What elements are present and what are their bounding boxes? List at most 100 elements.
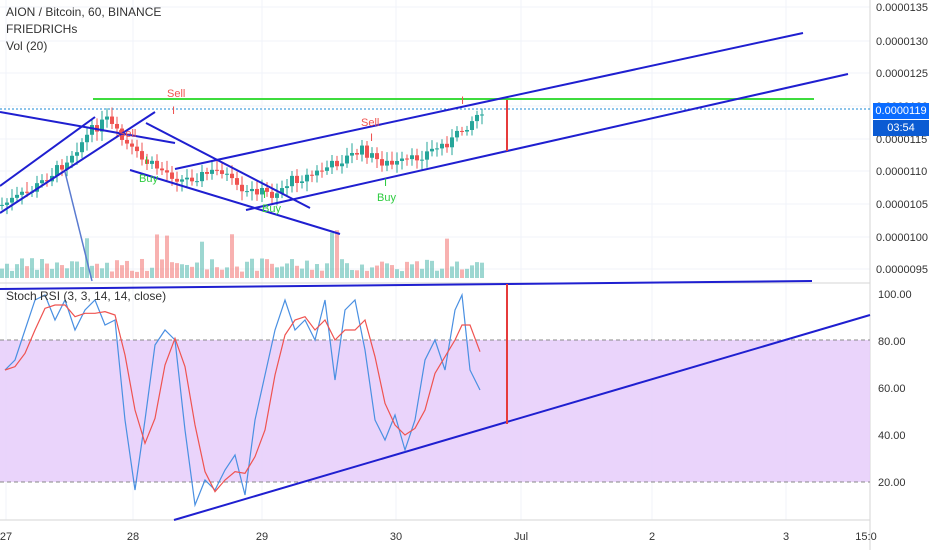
- trend-line-pane-top[interactable]: [0, 280, 813, 290]
- trend-line-descending-upper[interactable]: [0, 111, 176, 144]
- volume-bar: [175, 263, 179, 278]
- candle-body: [235, 178, 239, 185]
- indicator-stoch-rsi-label[interactable]: Stoch RSI (3, 3, 14, 14, close): [6, 289, 167, 303]
- buy-signal-label: Buy: [139, 173, 158, 185]
- candle-body: [255, 188, 259, 195]
- candle-body: [445, 143, 449, 148]
- volume-bar: [295, 265, 299, 278]
- candle-body: [140, 151, 144, 160]
- candle-body: [250, 188, 254, 192]
- candle-body: [200, 172, 204, 182]
- candle-body: [45, 180, 49, 182]
- volume-bar: [50, 268, 54, 278]
- trend-line-left-up[interactable]: [0, 116, 96, 187]
- candle-body: [300, 181, 304, 183]
- candle-body: [335, 160, 339, 167]
- candle-body: [25, 191, 29, 193]
- candle-body: [310, 174, 314, 176]
- candle-body: [265, 188, 269, 192]
- trend-line-descending-channel-top[interactable]: [145, 122, 311, 209]
- candle-body: [435, 148, 439, 150]
- volume-bar: [5, 263, 9, 278]
- time-tick-label: 29: [256, 531, 268, 543]
- candle-body: [115, 123, 119, 129]
- price-tick-label: 0.0000095: [876, 264, 928, 276]
- trend-line-ascending-channel-top[interactable]: [174, 32, 804, 170]
- indicator-volume-label[interactable]: Vol (20): [6, 39, 48, 53]
- rsi-trend-line[interactable]: [173, 314, 871, 521]
- candle-body: [100, 119, 104, 132]
- candle-body: [135, 146, 139, 152]
- volume-bar: [475, 262, 479, 278]
- volume-bar: [480, 262, 484, 278]
- volume-bars: [0, 230, 484, 278]
- volume-bar: [420, 268, 424, 278]
- volume-bar: [380, 261, 384, 278]
- volume-bar: [230, 234, 234, 278]
- volume-bar: [115, 260, 119, 278]
- volume-bar: [190, 266, 194, 278]
- volume-bar: [415, 261, 419, 278]
- candlestick-series: [0, 107, 484, 215]
- candle-body: [440, 143, 444, 149]
- trend-line-thin[interactable]: [64, 171, 93, 282]
- price-tick-label: 0.0000100: [876, 232, 928, 244]
- volume-bar: [255, 270, 259, 278]
- volume-bar: [445, 238, 449, 278]
- candle-body: [325, 167, 329, 171]
- trend-line-descending-channel-bottom[interactable]: [129, 169, 341, 235]
- candle-body: [240, 184, 244, 192]
- volume-bar: [355, 270, 359, 278]
- candle-body: [290, 175, 294, 187]
- volume-bar: [165, 235, 169, 278]
- volume-bar: [110, 271, 114, 278]
- volume-bar: [170, 262, 174, 278]
- volume-bar: [150, 267, 154, 278]
- chart-title[interactable]: AION / Bitcoin, 60, BINANCE: [6, 5, 162, 19]
- bar-countdown-tag: 03:54: [873, 120, 929, 136]
- candle-body: [345, 155, 349, 164]
- candle-body: [365, 145, 369, 158]
- candle-body: [315, 170, 319, 176]
- candle-body: [465, 129, 469, 132]
- volume-bar: [455, 261, 459, 278]
- time-tick-label: 2: [649, 531, 655, 543]
- price-axis[interactable]: 0.00001350.00001300.00001250.00001200.00…: [876, 2, 928, 276]
- rsi-axis[interactable]: 100.00 80.00 60.00 40.00 20.00: [878, 289, 912, 489]
- volume-bar: [205, 269, 209, 278]
- volume-bar: [290, 259, 294, 278]
- candle-body: [245, 191, 249, 193]
- volume-bar: [400, 271, 404, 278]
- candle-body: [380, 159, 384, 166]
- sell-signal-marker: I: [370, 132, 373, 144]
- candle-body: [195, 181, 199, 183]
- indicator-friedrichs-label[interactable]: FRIEDRICHs: [6, 22, 78, 36]
- time-tick-label: 15:0: [855, 531, 876, 543]
- buy-signal-marker: I: [145, 155, 148, 167]
- volume-bar: [105, 262, 109, 278]
- volume-bar: [470, 265, 474, 278]
- volume-bar: [280, 266, 284, 278]
- buy-signal-label: Buy: [262, 203, 281, 215]
- candle-body: [130, 143, 134, 147]
- candle-body: [350, 152, 354, 156]
- buy-signal-marker: I: [384, 177, 387, 189]
- rsi-tick-label: 80.00: [878, 336, 906, 348]
- time-tick-label: 30: [390, 531, 402, 543]
- volume-bar: [310, 269, 314, 278]
- volume-bar: [340, 259, 344, 278]
- trend-line-drawings[interactable]: [0, 32, 871, 521]
- candle-body: [385, 160, 389, 166]
- time-tick-label: 3: [783, 531, 789, 543]
- volume-bar: [465, 268, 469, 278]
- candle-body: [185, 177, 189, 180]
- volume-bar: [260, 258, 264, 278]
- candle-body: [145, 159, 149, 164]
- candle-body: [270, 191, 274, 198]
- time-axis[interactable]: 27 28 29 30 Jul 2 3 15:0: [0, 531, 877, 543]
- trend-line-left-up-lower[interactable]: [0, 111, 156, 214]
- candle-body: [10, 197, 14, 203]
- candle-body: [225, 173, 229, 175]
- trend-line-ascending-channel-bottom[interactable]: [245, 73, 849, 211]
